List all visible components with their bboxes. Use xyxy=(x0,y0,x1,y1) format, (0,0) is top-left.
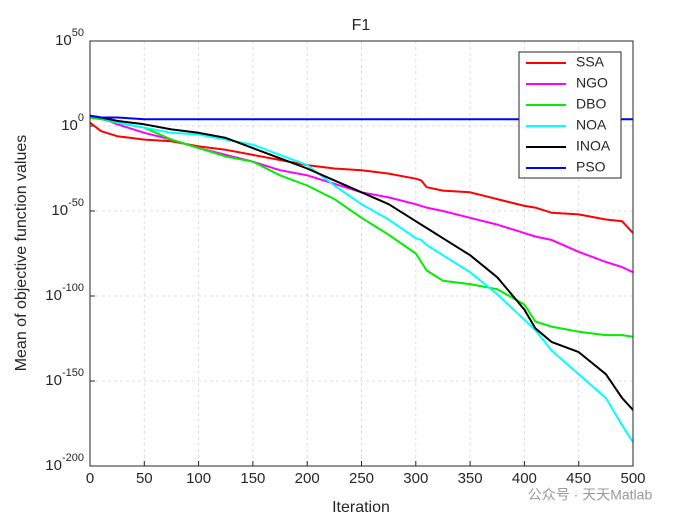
tick-exponent: 50 xyxy=(72,27,84,39)
x-tick-label: 150 xyxy=(240,470,265,487)
y-tick-label: 10-200 xyxy=(45,452,84,474)
tick-base: 10 xyxy=(55,32,72,49)
x-tick-label: 200 xyxy=(295,470,320,487)
tick-exponent: 0 xyxy=(78,112,84,124)
legend-label: INOA xyxy=(576,138,611,154)
legend-label: NOA xyxy=(576,117,607,133)
tick-base: 10 xyxy=(61,117,78,134)
tick-base: 10 xyxy=(45,372,62,389)
legend-label: DBO xyxy=(576,96,606,112)
x-tick-label: 450 xyxy=(566,470,591,487)
series-line xyxy=(89,114,634,411)
series-line xyxy=(89,114,634,443)
tick-exponent: -200 xyxy=(62,452,84,464)
x-tick-label: 50 xyxy=(136,470,153,487)
x-axis-label: Iteration xyxy=(332,499,390,516)
y-tick-label: 1050 xyxy=(55,27,84,49)
watermark: 公众号 · 天天Matlab xyxy=(528,487,653,503)
series-line xyxy=(89,116,634,338)
x-tick-label: 250 xyxy=(349,470,374,487)
tick-exponent: -100 xyxy=(62,282,84,294)
tick-base: 10 xyxy=(45,287,62,304)
y-axis-label: Mean of objective function values xyxy=(13,135,30,372)
x-tick-label: 350 xyxy=(458,470,483,487)
x-tick-label: 500 xyxy=(620,470,645,487)
series-line xyxy=(89,121,634,234)
legend-label: SSA xyxy=(576,54,605,70)
tick-base: 10 xyxy=(51,202,68,219)
y-tick-label: 100 xyxy=(61,112,84,134)
x-tick-label: 0 xyxy=(86,470,94,487)
chart-title: F1 xyxy=(352,17,371,34)
tick-exponent: -150 xyxy=(62,367,84,379)
y-tick-label: 10-150 xyxy=(45,367,84,389)
tick-exponent: -50 xyxy=(68,197,84,209)
x-tick-label: 300 xyxy=(403,470,428,487)
x-tick-label: 100 xyxy=(186,470,211,487)
y-tick-label: 10-100 xyxy=(45,282,84,304)
tick-base: 10 xyxy=(45,457,62,474)
legend-label: PSO xyxy=(576,159,606,175)
x-tick-label: 400 xyxy=(512,470,537,487)
legend-box xyxy=(518,51,622,179)
y-tick-label: 10-50 xyxy=(51,197,84,219)
legend-label: NGO xyxy=(576,75,608,91)
plot-frame xyxy=(89,40,634,467)
